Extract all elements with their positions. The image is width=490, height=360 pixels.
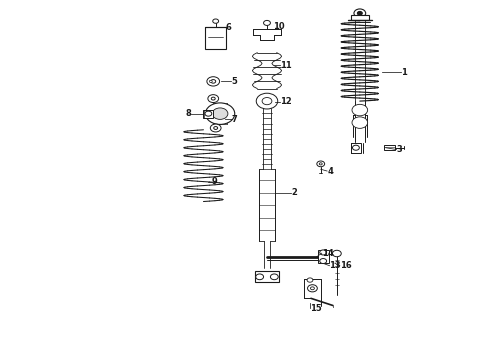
Circle shape	[320, 250, 327, 255]
Text: 7: 7	[232, 114, 238, 123]
Text: 15: 15	[310, 303, 322, 312]
Circle shape	[211, 97, 215, 100]
Bar	[318, 250, 329, 263]
Circle shape	[319, 163, 322, 165]
Bar	[350, 143, 361, 153]
Text: 14: 14	[322, 249, 334, 258]
Circle shape	[211, 80, 216, 83]
Text: 3: 3	[396, 145, 402, 154]
Circle shape	[307, 278, 313, 282]
Text: 5: 5	[231, 77, 237, 86]
Text: 16: 16	[340, 261, 351, 270]
Text: 4: 4	[327, 167, 333, 176]
Circle shape	[317, 161, 325, 167]
Circle shape	[209, 80, 212, 82]
Circle shape	[270, 274, 278, 280]
Circle shape	[262, 98, 272, 105]
Circle shape	[205, 103, 235, 125]
Text: 11: 11	[280, 61, 292, 70]
Circle shape	[311, 287, 315, 290]
Circle shape	[352, 117, 368, 129]
Circle shape	[332, 250, 341, 257]
Circle shape	[210, 124, 221, 132]
Bar	[350, 15, 369, 21]
Circle shape	[357, 12, 362, 15]
Circle shape	[352, 145, 359, 150]
Text: 8: 8	[186, 109, 191, 118]
Circle shape	[256, 93, 278, 109]
Circle shape	[212, 108, 228, 120]
Bar	[203, 110, 213, 118]
Bar	[205, 27, 226, 49]
Circle shape	[264, 21, 270, 26]
Text: 2: 2	[292, 188, 297, 197]
Bar	[384, 145, 394, 150]
Circle shape	[214, 127, 218, 130]
Circle shape	[352, 104, 368, 116]
Text: 12: 12	[280, 97, 292, 106]
Text: 6: 6	[225, 23, 231, 32]
Text: 13: 13	[330, 261, 341, 270]
Circle shape	[207, 77, 220, 86]
Text: 9: 9	[212, 177, 218, 186]
Circle shape	[205, 111, 212, 116]
Circle shape	[256, 274, 264, 280]
Circle shape	[208, 95, 219, 103]
Circle shape	[213, 19, 219, 23]
Text: 1: 1	[401, 68, 407, 77]
Circle shape	[354, 9, 366, 18]
Bar	[255, 271, 279, 282]
Circle shape	[320, 258, 327, 264]
Circle shape	[308, 285, 318, 292]
Text: 10: 10	[273, 22, 285, 31]
